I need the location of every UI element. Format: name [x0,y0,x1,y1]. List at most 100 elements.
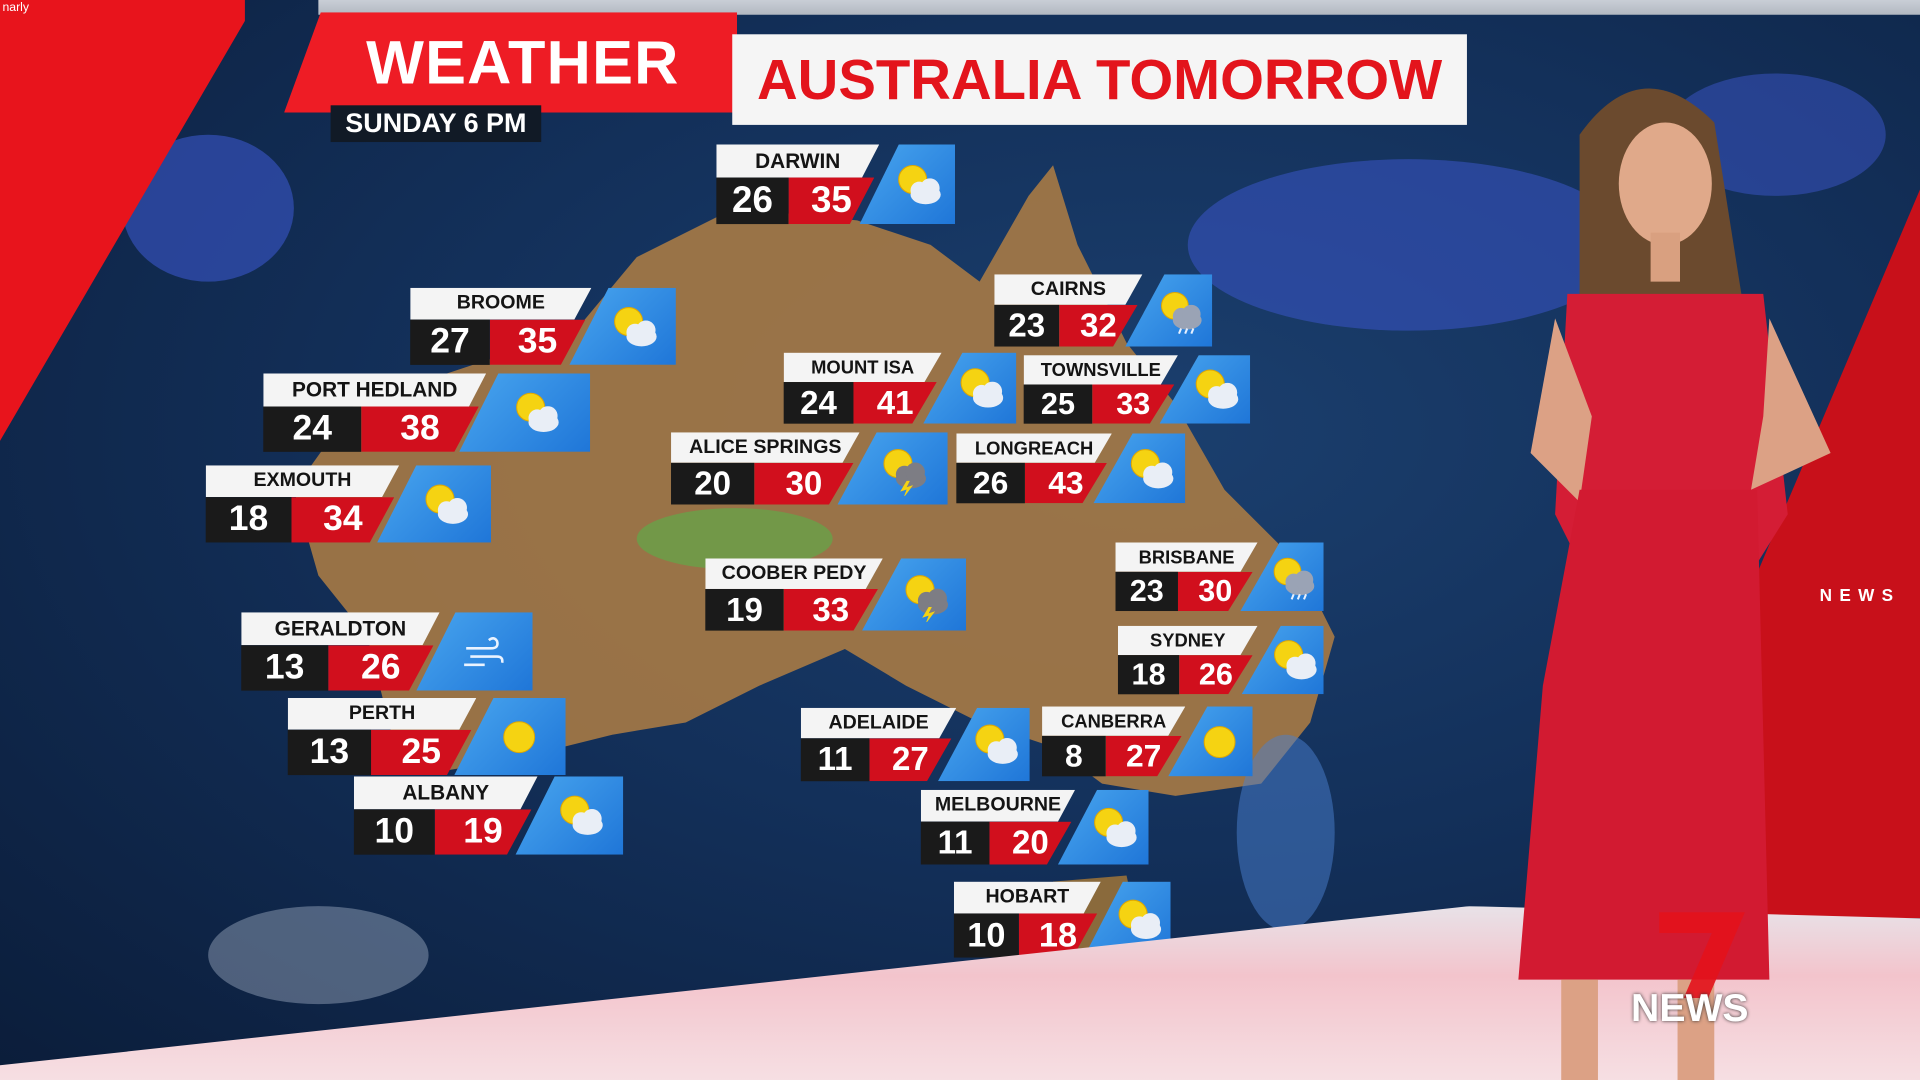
sun-cloud-icon [604,299,658,353]
max-temp: 43 [1025,463,1107,503]
city-card-adelaide: ADELAIDE 11 27 [800,707,1030,782]
city-name: DARWIN [716,144,879,177]
weather-icon-panel [569,287,676,365]
city-card-broome: BROOME 27 35 [410,287,676,365]
wind-icon [457,626,508,677]
seven-logo-icon [1659,912,1745,998]
city-card-brisbane: BRISBANE 23 30 [1115,542,1324,612]
city-name: SYDNEY [1118,626,1258,655]
city-name: ALBANY [354,776,538,809]
weather-icon-panel [859,144,956,225]
min-temp: 18 [1117,655,1180,695]
weather-icon-panel [1241,625,1324,695]
city-card-canberra: CANBERRA 8 27 [1042,706,1253,777]
max-temp: 41 [853,382,936,424]
weather-icon-panel [454,697,566,776]
sun-cloud-icon [966,718,1020,772]
weather-icon-panel [459,373,591,452]
city-name: COOBER PEDY [705,558,883,589]
min-temp: 25 [1023,384,1093,424]
city-name: EXMOUTH [206,465,399,497]
weather-icon-panel [1057,789,1149,865]
min-temp: 11 [800,738,870,782]
city-name: MELBOURNE [921,790,1075,822]
forecast-time: SUNDAY 6 PM [330,105,542,143]
max-temp: 25 [371,730,471,775]
studio-top-frame [318,0,1920,15]
city-card-townsville: TOWNSVILLE 25 33 [1023,355,1251,424]
city-card-alice-springs: ALICE SPRINGS 20 30 [671,432,948,505]
sun-icon [1193,716,1244,767]
min-temp: 13 [287,729,372,776]
sun-cloud-rain-icon [1265,551,1316,602]
max-temp: 35 [490,320,586,365]
sun-cloud-icon [1264,633,1318,687]
city-card-longreach: LONGREACH 26 43 [956,433,1186,504]
min-temp: 23 [994,304,1060,347]
min-temp: 8 [1042,735,1106,777]
city-card-cairns: CAIRNS 23 32 [994,274,1213,347]
weather-icon-panel [837,432,948,505]
sun-cloud-rain-icon [1152,285,1203,336]
min-temp: 27 [410,319,490,365]
weather-icon-panel [515,776,624,855]
presenter [1518,88,1831,1080]
max-temp: 32 [1059,305,1137,347]
max-temp: 38 [361,407,479,452]
watermark: narly [2,1,30,15]
weather-icon-panel [416,612,533,691]
min-temp: 26 [716,177,789,225]
city-name: BRISBANE [1116,542,1258,571]
city-name: ADELAIDE [801,708,957,739]
city-name: BROOME [410,288,591,320]
sun-cloud-icon [506,386,560,440]
weather-icon-panel [1159,355,1251,424]
min-temp: 18 [205,497,292,543]
min-temp: 10 [953,913,1019,958]
max-temp: 26 [1179,655,1252,694]
min-temp: 24 [263,406,362,452]
max-temp: 19 [435,809,532,854]
sun-cloud-icon [889,157,943,211]
city-name: TOWNSVILLE [1024,355,1178,384]
max-temp: 27 [869,738,951,781]
max-temp: 27 [1106,736,1182,776]
city-name: LONGREACH [956,433,1112,462]
min-temp: 23 [1115,571,1178,612]
city-name: MOUNT ISA [784,353,942,382]
storm-icon [896,568,950,622]
logo-news-text: NEWS [1631,985,1749,1030]
sun-cloud-icon [1109,893,1163,947]
min-temp: 19 [705,588,784,631]
city-card-geraldton: GERALDTON 13 26 [241,612,533,691]
sun-cloud-icon [951,361,1005,415]
sun-cloud-icon [416,477,470,531]
title-banner: AUSTRALIA TOMORROW [732,34,1467,125]
city-name: ALICE SPRINGS [671,432,860,463]
max-temp: 33 [1092,384,1174,423]
weather-icon-panel [1168,706,1253,777]
city-card-sydney: SYDNEY 18 26 [1117,625,1324,695]
sun-cloud-icon [551,789,605,843]
side-news-text: NEWS [1819,585,1901,605]
min-temp: 11 [920,821,990,865]
min-temp: 13 [241,645,329,691]
weather-icon-panel [377,465,492,543]
min-temp: 20 [671,462,755,505]
min-temp: 10 [353,809,435,855]
city-card-exmouth: EXMOUTH 18 34 [205,465,492,543]
weather-icon-panel [862,558,967,631]
city-name: CANBERRA [1042,707,1185,736]
weather-label: WEATHER [366,28,680,97]
max-temp: 30 [1178,572,1253,611]
city-name: CAIRNS [994,274,1142,305]
city-card-mount-isa: MOUNT ISA 24 41 [783,352,1017,424]
max-temp: 20 [989,822,1071,865]
sun-cloud-icon [1187,362,1241,416]
city-card-coober-pedy: COOBER PEDY 19 33 [705,558,967,631]
sun-cloud-icon [1085,800,1139,854]
max-temp: 30 [754,463,853,505]
sun-icon [493,711,544,762]
sun-cloud-icon [1121,441,1175,495]
min-temp: 26 [956,462,1025,504]
